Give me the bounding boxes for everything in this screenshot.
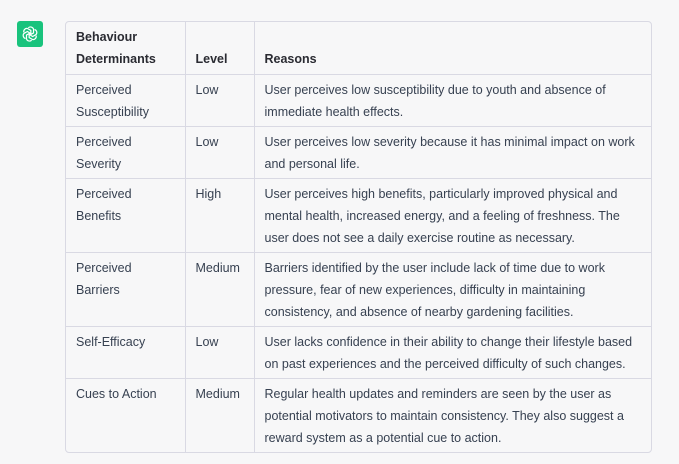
table-row: Perceived Benefits High User perceives h… bbox=[66, 178, 651, 253]
reason-cell: User perceives low susceptibility due to… bbox=[254, 74, 651, 127]
table-row: Perceived Susceptibility Low User percei… bbox=[66, 74, 651, 127]
level-cell: Low bbox=[185, 74, 255, 127]
level-cell: High bbox=[185, 178, 255, 253]
determinant-cell: Perceived Benefits bbox=[66, 178, 186, 253]
determinant-cell: Perceived Severity bbox=[66, 126, 186, 179]
openai-logo-icon bbox=[22, 26, 38, 42]
table-row: Cues to Action Medium Regular health upd… bbox=[66, 378, 651, 452]
header-reasons: Reasons bbox=[254, 22, 651, 75]
determinant-cell: Perceived Susceptibility bbox=[66, 74, 186, 127]
assistant-avatar bbox=[17, 21, 43, 47]
level-cell: Medium bbox=[185, 378, 255, 452]
level-cell: Medium bbox=[185, 252, 255, 327]
determinant-cell: Self-Efficacy bbox=[66, 326, 186, 379]
table-row: Self-Efficacy Low User lacks confidence … bbox=[66, 326, 651, 379]
table-header-row: Behaviour Determinants Level Reasons bbox=[66, 22, 651, 75]
level-cell: Low bbox=[185, 326, 255, 379]
determinants-table: Behaviour Determinants Level Reasons Per… bbox=[66, 22, 651, 452]
table-row: Perceived Severity Low User perceives lo… bbox=[66, 126, 651, 179]
header-level: Level bbox=[185, 22, 255, 75]
determinant-cell: Perceived Barriers bbox=[66, 252, 186, 327]
reason-cell: Barriers identified by the user include … bbox=[254, 252, 651, 327]
reason-cell: User perceives high benefits, particular… bbox=[254, 178, 651, 253]
table-row: Perceived Barriers Medium Barriers ident… bbox=[66, 252, 651, 327]
reason-cell: User perceives low severity because it h… bbox=[254, 126, 651, 179]
level-cell: Low bbox=[185, 126, 255, 179]
header-behaviour-determinants: Behaviour Determinants bbox=[66, 22, 186, 75]
reason-cell: Regular health updates and reminders are… bbox=[264, 387, 624, 445]
determinants-table-container: Behaviour Determinants Level Reasons Per… bbox=[65, 21, 652, 453]
reason-cell: User lacks confidence in their ability t… bbox=[254, 326, 651, 379]
determinant-cell: Cues to Action bbox=[66, 378, 186, 452]
